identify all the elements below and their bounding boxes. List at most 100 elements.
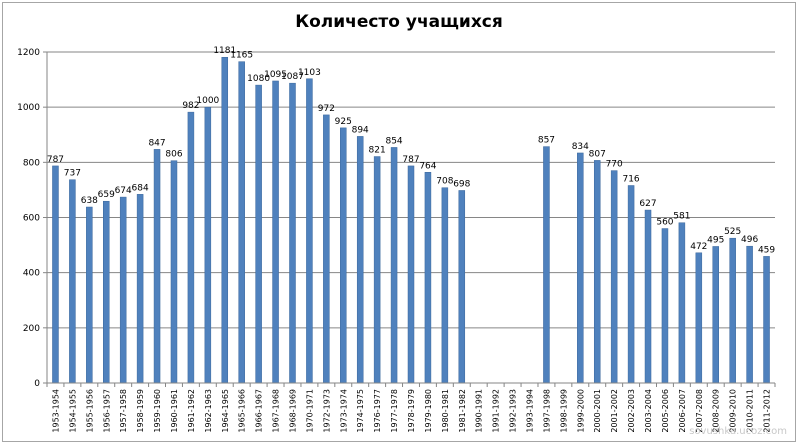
watermark: sovushka.ucoz.com xyxy=(689,426,787,437)
bar xyxy=(441,187,449,384)
data-label: 472 xyxy=(690,242,707,252)
x-tick-label: 2005-2006 xyxy=(661,389,670,433)
bar xyxy=(340,127,347,384)
bar xyxy=(170,160,178,384)
x-tick-label: 1953-1954 xyxy=(51,389,60,433)
bar xyxy=(593,160,601,384)
data-label: 807 xyxy=(589,149,606,159)
x-tick-label: 1974-1975 xyxy=(356,389,365,433)
data-label: 854 xyxy=(385,136,402,146)
x-tick-label: 2011-2012 xyxy=(763,389,772,433)
data-label: 708 xyxy=(436,177,453,187)
y-tick-label: 0 xyxy=(34,379,40,389)
x-tick-label: 2008-2009 xyxy=(712,389,721,433)
bar xyxy=(763,256,770,384)
x-tick-label: 1976-1977 xyxy=(373,389,382,433)
bar xyxy=(306,78,313,384)
data-label: 1087 xyxy=(281,72,304,82)
x-tick-label: 2010-2011 xyxy=(746,389,755,433)
x-tick-label: 1965-1966 xyxy=(238,389,247,433)
bar xyxy=(255,84,262,384)
x-tick-label: 1997-1998 xyxy=(542,389,551,433)
bar xyxy=(119,196,127,384)
bar xyxy=(712,246,719,384)
bar xyxy=(289,82,296,384)
x-tick-label: 1977-1978 xyxy=(390,389,399,433)
data-label: 1000 xyxy=(196,96,219,106)
x-tick-label: 1978-1979 xyxy=(407,389,416,433)
data-label: 787 xyxy=(402,155,419,165)
data-label: 925 xyxy=(335,117,352,127)
bar xyxy=(238,61,245,384)
data-label: 1181 xyxy=(213,46,236,56)
data-label: 972 xyxy=(318,104,335,114)
data-label: 806 xyxy=(165,150,182,160)
chart-title: Количесто учащихся xyxy=(295,12,503,32)
bar xyxy=(69,179,76,384)
x-tick-label: 1979-1980 xyxy=(424,389,433,433)
data-label: 716 xyxy=(622,175,639,185)
data-label: 698 xyxy=(453,179,470,189)
y-tick-label: 600 xyxy=(23,214,40,224)
x-tick-label: 2002-2003 xyxy=(627,389,636,433)
data-label: 638 xyxy=(81,196,98,206)
bar xyxy=(424,172,432,384)
bar xyxy=(52,165,59,384)
data-label: 684 xyxy=(132,183,149,193)
x-tick-label: 1999-2000 xyxy=(576,389,585,433)
data-label: 459 xyxy=(758,245,775,255)
x-tick-label: 1990-1991 xyxy=(475,389,484,433)
bar xyxy=(610,170,618,384)
bar-chart: Количесто учащихся 0 200 400 600 800 1000 1200… xyxy=(17,12,776,433)
data-label: 894 xyxy=(352,125,369,135)
bar xyxy=(86,206,93,384)
y-tick-label: 400 xyxy=(23,269,40,279)
bar xyxy=(323,114,330,384)
x-tick-label: 1967-1968 xyxy=(272,389,281,433)
x-tick-label: 1968-1969 xyxy=(288,389,297,433)
data-label: 737 xyxy=(64,169,81,179)
x-tick-label: 2003-2004 xyxy=(644,389,653,433)
bar xyxy=(407,165,415,384)
x-tick-label: 1992-1993 xyxy=(509,389,518,433)
x-tick-label: 1957-1958 xyxy=(119,389,128,433)
x-tick-label: 1970-1971 xyxy=(305,389,314,433)
x-tick-label: 1991-1992 xyxy=(492,389,501,433)
data-label: 982 xyxy=(182,101,199,111)
bar xyxy=(272,80,279,384)
data-label: 659 xyxy=(98,190,115,200)
x-tick-label: 1966-1967 xyxy=(255,389,264,433)
x-tick-label: 1981-1982 xyxy=(458,389,467,433)
bar xyxy=(458,190,466,384)
data-label: 1095 xyxy=(264,70,287,80)
bar xyxy=(153,149,161,384)
bar xyxy=(221,56,229,384)
x-tick-label: 2007-2008 xyxy=(695,389,704,433)
bar xyxy=(356,136,364,384)
x-tick-label: 1972-1973 xyxy=(322,389,331,433)
bar xyxy=(187,111,195,384)
x-tick-label: 2001-2002 xyxy=(610,389,619,433)
data-label: 560 xyxy=(656,218,673,228)
x-tick-label: 2000-2001 xyxy=(593,389,602,433)
bars xyxy=(52,56,770,384)
data-label: 857 xyxy=(538,136,555,146)
bar xyxy=(729,237,736,384)
data-label: 1165 xyxy=(230,51,253,61)
data-label: 1080 xyxy=(247,74,270,84)
data-label: 834 xyxy=(572,142,589,152)
y-tick-label: 1200 xyxy=(17,48,40,58)
bar xyxy=(204,106,212,384)
x-tick-label: 2006-2007 xyxy=(678,389,687,433)
bar xyxy=(661,228,669,384)
x-tick-label: 1964-1965 xyxy=(221,389,230,433)
y-tick-label: 1000 xyxy=(17,103,40,113)
x-tick-label: 1958-1959 xyxy=(136,389,145,433)
x-tick-label: 1993-1994 xyxy=(526,389,535,433)
chart-frame: Количесто учащихся 0 200 400 600 800 1000 1200… xyxy=(2,2,796,442)
x-tick-label: 2009-2010 xyxy=(729,389,738,433)
data-label: 847 xyxy=(148,138,165,148)
data-label: 764 xyxy=(419,161,436,171)
bar xyxy=(543,146,550,384)
bar xyxy=(627,185,635,384)
